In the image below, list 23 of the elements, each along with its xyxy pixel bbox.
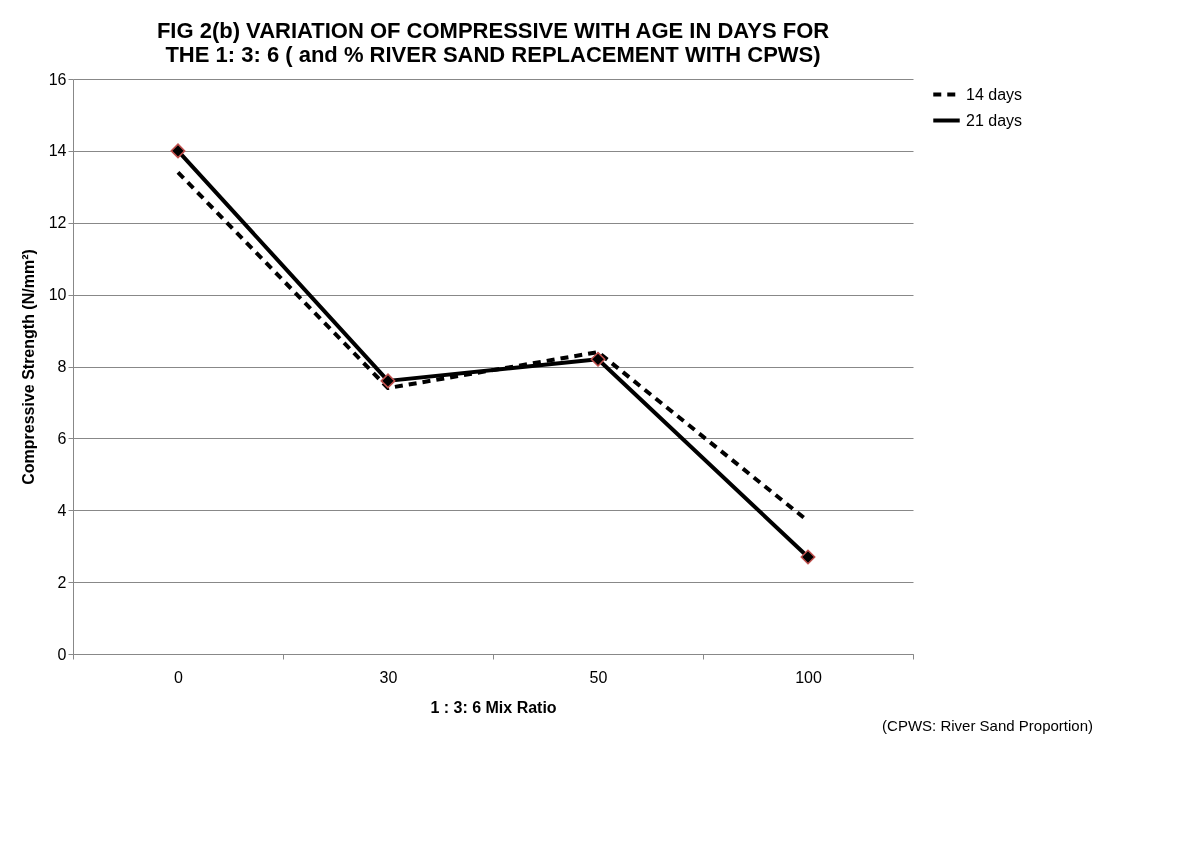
point: [380, 373, 396, 389]
x-tick-label: 30: [379, 668, 398, 686]
point: [170, 143, 186, 159]
legend-label: 14 days: [966, 85, 1023, 103]
chart-title: FIG 2(b) VARIATION OF COMPRESSIVE WITH AGE IN DAYS FOR THE 1: 3: 6 ( and % RIVER SAND REPLACEMENT WITH CPWS): [156, 18, 830, 67]
x-tick-label: 50: [589, 668, 608, 686]
y-tick-label: 8: [57, 358, 67, 375]
point: [590, 351, 606, 367]
y-axis-title: Compressive Strength (N/mm²): [19, 249, 37, 485]
text: (CPWS: River Sand Proportion): [882, 717, 1093, 734]
point: [800, 549, 816, 565]
y-tick-label: 0: [57, 645, 67, 663]
legend-label: 21 days: [966, 111, 1023, 129]
y-tick-label: 16: [48, 70, 67, 88]
y-tick-label: 12: [48, 214, 67, 232]
y-tick-label: 2: [57, 573, 67, 591]
y-tick-label: 14: [48, 142, 67, 160]
x-tick-label: 100: [795, 668, 822, 686]
x-axis-title: 1 : 3: 6 Mix Ratio: [430, 698, 557, 716]
x-tick-label: 0: [174, 668, 184, 686]
y-tick-label: 4: [57, 501, 67, 519]
y-tick-label: 6: [57, 429, 67, 447]
y-tick-label: 10: [48, 286, 67, 304]
